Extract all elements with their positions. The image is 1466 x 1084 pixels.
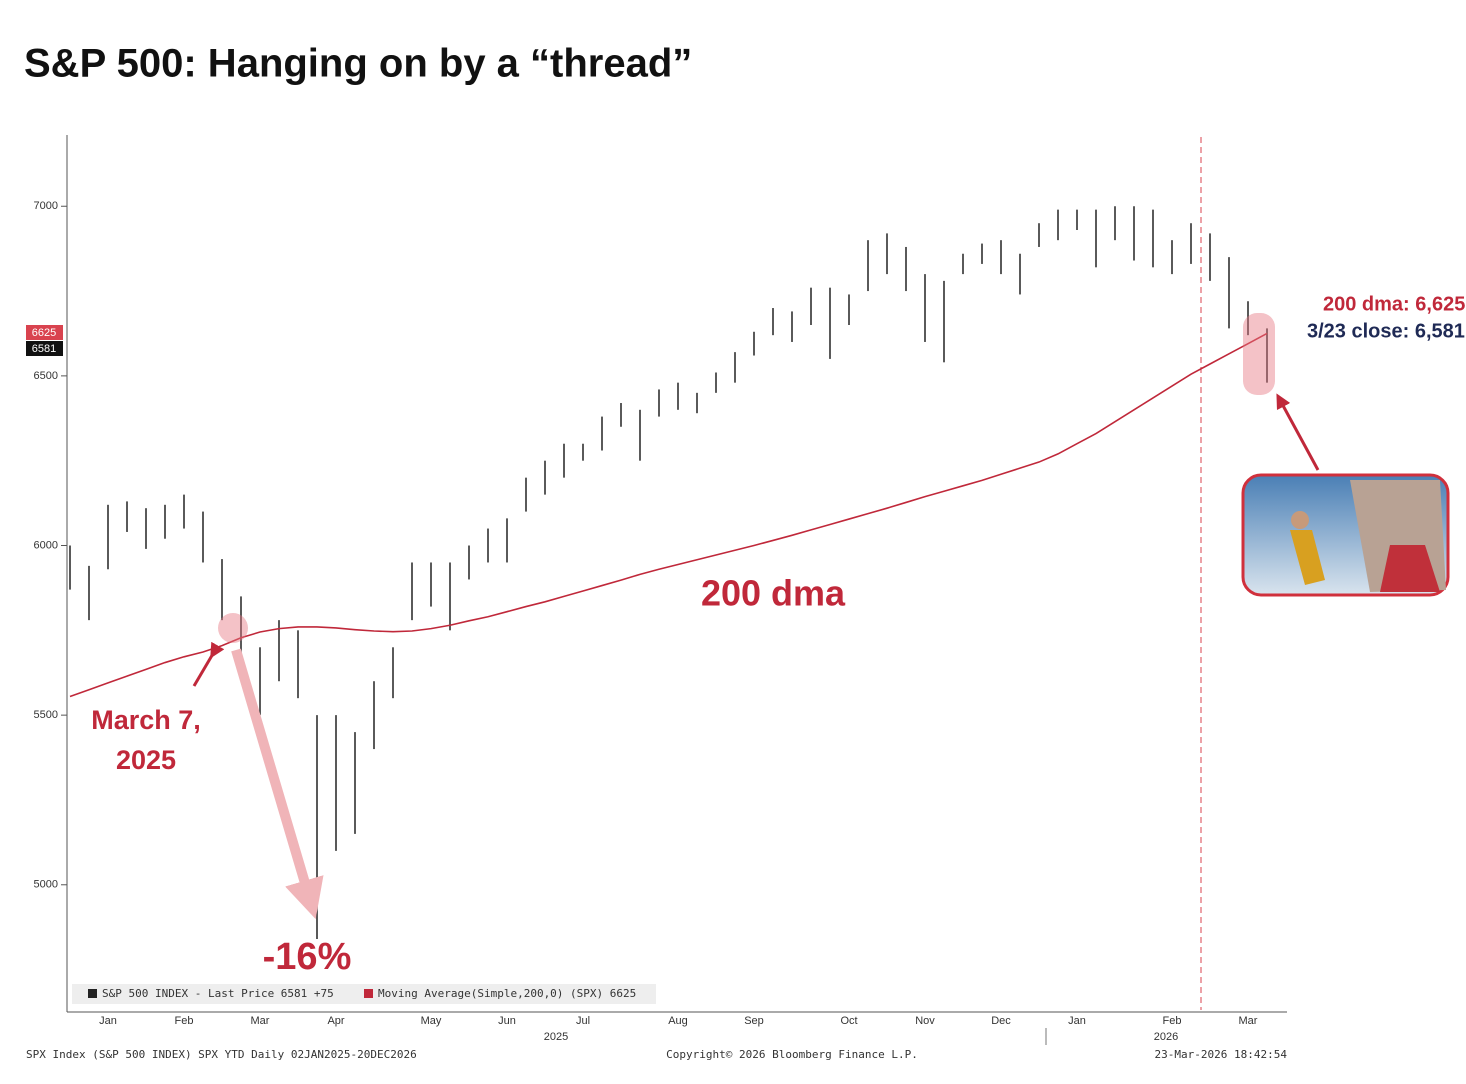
arrow — [1276, 393, 1320, 471]
x-tick-label: Feb — [175, 1015, 194, 1027]
footer-text: SPX Index (S&P 500 INDEX) SPX YTD Daily … — [26, 1048, 417, 1061]
moving-average-line — [69, 332, 1268, 698]
x-tick-label: Dec — [991, 1015, 1011, 1027]
x-tick-label: Jan — [1068, 1015, 1086, 1027]
badge — [26, 325, 63, 340]
highlight — [1243, 313, 1275, 395]
x-tick-label: Jan — [99, 1015, 117, 1027]
annotation: 200 dma: 6,625 — [1323, 293, 1465, 315]
x-tick-label: Apr — [327, 1015, 344, 1027]
x-tick-label: Feb — [1163, 1015, 1182, 1027]
y-tick-label: 6500 — [34, 370, 58, 382]
year-label: 2026 — [1154, 1031, 1178, 1043]
badge-label: 6625 — [32, 327, 56, 339]
annotation: March 7, — [91, 705, 201, 735]
slide-title: S&P 500: Hanging on by a “thread” — [24, 42, 692, 86]
highlight — [218, 613, 248, 643]
annotation: 3/23 close: 6,581 — [1307, 320, 1465, 342]
x-tick-label: Jul — [576, 1015, 590, 1027]
y-tick-label: 5500 — [34, 709, 58, 721]
badge-label: 6581 — [32, 343, 56, 355]
plot-area: 5000 5500 6000 6500 7000 Jan Feb Mar Apr May Jun Ju… — [34, 135, 1287, 1045]
x-tick-label: Sep — [744, 1015, 764, 1027]
annotation: 200 dma — [701, 573, 846, 614]
annotation: -16% — [263, 936, 352, 978]
legend-swatch — [88, 989, 97, 998]
legend-label: S&P 500 INDEX - Last Price 6581 +75 — [102, 987, 334, 1000]
y-tick-label: 6000 — [34, 539, 58, 551]
legend-label: Moving Average(Simple,200,0) (SPX) 6625 — [378, 987, 636, 1000]
legend-swatch — [364, 989, 373, 998]
x-tick-label: Mar — [251, 1015, 270, 1027]
annotation: 2025 — [116, 745, 176, 775]
arrow — [192, 641, 225, 687]
x-tick-label: Oct — [840, 1015, 857, 1027]
climber-picture — [1241, 473, 1450, 597]
y-tick-label: 5000 — [34, 879, 58, 891]
footer-text: Copyright© 2026 Bloomberg Finance L.P. — [666, 1048, 918, 1061]
x-tick-label: Nov — [915, 1015, 935, 1027]
x-tick-label: May — [421, 1015, 442, 1027]
y-tick-label: 7000 — [34, 200, 58, 212]
x-tick-label: Jun — [498, 1015, 516, 1027]
badge — [26, 341, 63, 356]
footer-text: 23-Mar-2026 18:42:54 — [1155, 1048, 1288, 1061]
x-tick-label: Aug — [668, 1015, 688, 1027]
arrow — [231, 648, 324, 920]
x-tick-label: Mar — [1239, 1015, 1258, 1027]
year-label: 2025 — [544, 1031, 568, 1043]
